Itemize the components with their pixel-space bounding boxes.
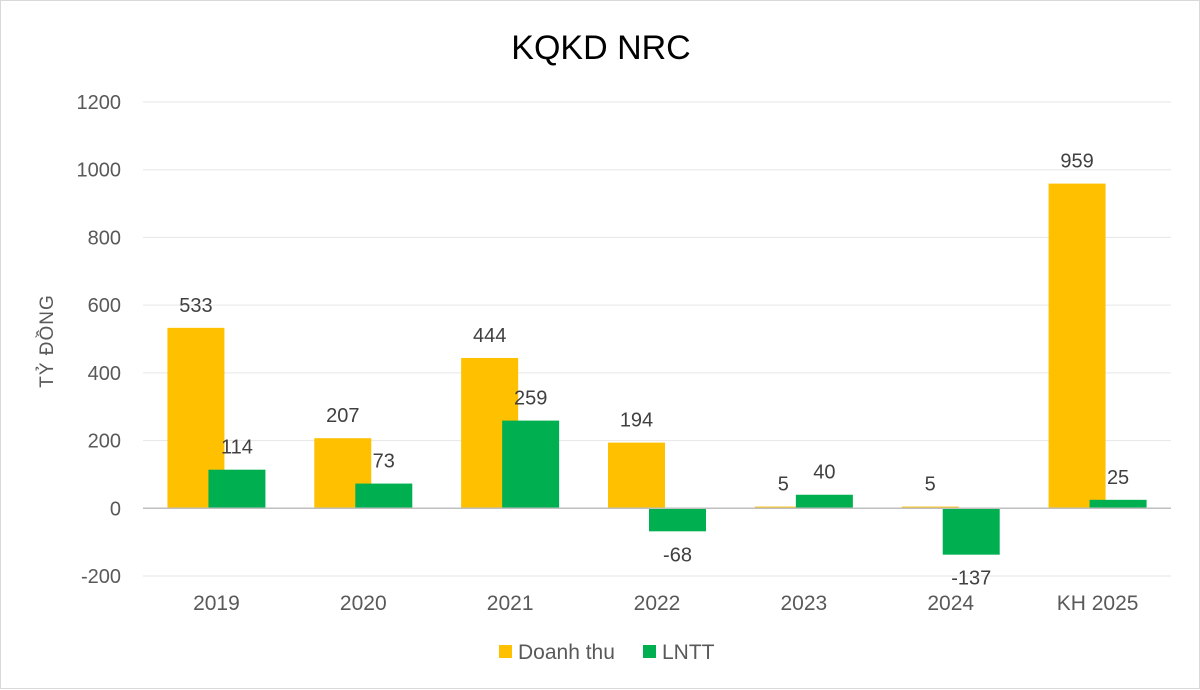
data-label: 5 [925,474,936,496]
bar-doanh-thu [608,442,665,509]
y-tick-label: 0 [110,498,121,520]
data-label: 207 [326,405,359,427]
bar-lntt [355,483,413,509]
x-tick-label: 2021 [487,592,534,615]
y-tick-label: 1200 [77,92,122,114]
data-label: 114 [221,437,253,459]
data-label: 5 [778,474,789,496]
bar-lntt [942,508,1000,555]
legend: Doanh thu LNTT [499,641,715,664]
bar-lntt [649,508,706,532]
y-tick-label: 200 [88,431,121,453]
data-label: 533 [179,295,212,317]
data-label: 194 [620,410,653,432]
y-tick-label: -200 [81,566,121,588]
data-label: 25 [1107,467,1129,489]
x-axis-ticks: 2019 2020 2021 2022 2023 2024 KH 2025 [193,592,1138,615]
legend-label: Doanh thu [518,641,615,664]
legend-label: LNTT [662,641,715,664]
data-label: 40 [813,462,835,484]
y-axis-label: TỶ ĐỒNG [36,294,58,388]
bar-doanh-thu [754,506,812,509]
x-tick-label: 2022 [634,592,681,615]
x-tick-label: 2020 [340,592,387,615]
y-tick-label: 1000 [77,160,122,182]
bar-lntt [1089,499,1147,509]
x-tick-label: 2019 [193,592,240,615]
y-axis-ticks: -200 0 200 400 600 800 1000 1200 [77,92,122,588]
bar-doanh-thu [901,506,959,509]
data-labels: 533 114 207 73 444 259 194 -68 5 40 5 -137 959 25 [179,151,1129,590]
x-tick-label: 2024 [927,592,974,615]
data-label: 259 [514,388,547,410]
y-tick-label: 400 [88,363,121,385]
bar-lntt [795,494,853,509]
legend-swatch [643,645,656,658]
data-label: 959 [1060,151,1093,173]
chart-title: KQKD NRC [511,29,690,67]
bars [167,183,1147,555]
data-label: -137 [951,568,991,590]
data-label: 73 [373,451,395,473]
data-label: -68 [663,544,692,566]
x-tick-label: KH 2025 [1057,592,1139,615]
data-label: 444 [473,325,506,347]
legend-swatch [499,645,512,658]
y-tick-label: 800 [88,227,121,249]
x-tick-label: 2023 [780,592,827,615]
bar-lntt [502,420,560,509]
y-tick-label: 600 [88,295,121,317]
bar-lntt [208,469,266,509]
bar-doanh-thu [1048,183,1106,509]
